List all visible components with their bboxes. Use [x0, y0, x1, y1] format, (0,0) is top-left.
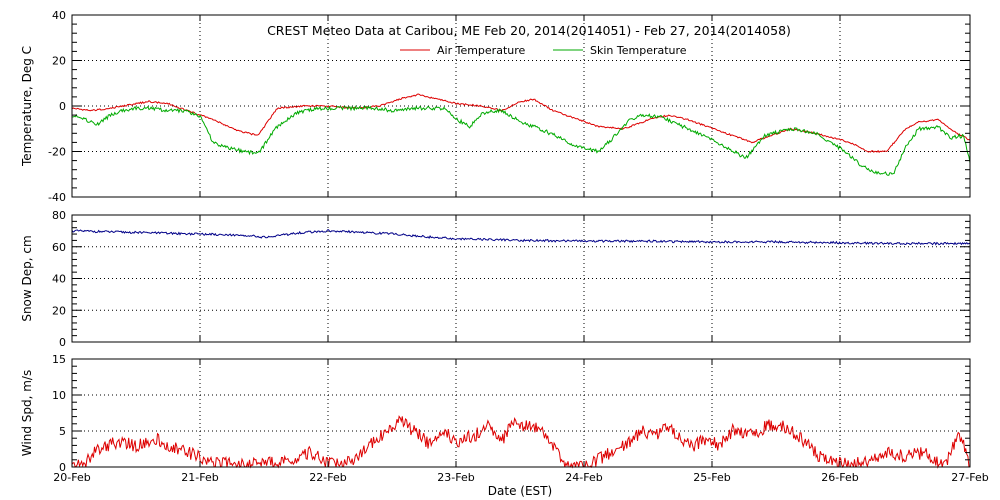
- snow-depth-ytick-label: 80: [52, 209, 66, 222]
- wind-speed-ytick-label: 10: [52, 389, 66, 402]
- wind-speed-ytick-label: 15: [52, 353, 66, 366]
- x-tick-label: 20-Feb: [53, 471, 90, 484]
- legend-skin-label: Skin Temperature: [590, 44, 687, 57]
- x-tick-label: 27-Feb: [951, 471, 988, 484]
- temperature-series-line-2: [71, 105, 971, 176]
- temperature-series-line-1: [71, 93, 971, 153]
- wind-speed-ytick-label: 5: [59, 425, 66, 438]
- snow-depth-series-line-1: [71, 229, 971, 246]
- legend: Air Temperature Skin Temperature: [400, 44, 687, 57]
- temperature-ytick-label: -20: [48, 146, 66, 159]
- x-tick-label: 23-Feb: [437, 471, 474, 484]
- x-tick-label: 21-Feb: [181, 471, 218, 484]
- x-tick-label: 22-Feb: [309, 471, 346, 484]
- x-tick-label: 24-Feb: [565, 471, 602, 484]
- x-tick-label: 26-Feb: [821, 471, 858, 484]
- temperature-panel: -40 -20 0 20 40 Temperature, Deg C: [20, 9, 971, 204]
- snow-depth-panel: 0 20 40 60 80 Snow Dep, cm: [20, 209, 971, 349]
- x-tick-label: 25-Feb: [693, 471, 730, 484]
- x-tick-labels: 20-Feb 21-Feb 22-Feb 23-Feb 24-Feb 25-Feb 26-F…: [53, 471, 988, 484]
- temperature-ytick-label: 40: [52, 9, 66, 22]
- chart-title: CREST Meteo Data at Caribou, ME Feb 20, …: [267, 23, 791, 38]
- snow-depth-ytick-label: 0: [59, 336, 66, 349]
- wind-speed-y-axis-label: Wind Spd, m/s: [20, 370, 34, 456]
- snow-depth-y-axis-label: Snow Dep, cm: [20, 235, 34, 321]
- temperature-ytick-label: 0: [59, 100, 66, 113]
- legend-air-label: Air Temperature: [437, 44, 526, 57]
- temperature-ytick-label: -40: [48, 191, 66, 204]
- temperature-y-axis-label: Temperature, Deg C: [20, 46, 34, 167]
- wind-speed-series-line-1: [71, 415, 971, 469]
- snow-depth-ytick-label: 20: [52, 304, 66, 317]
- wind-speed-panel: 0 5 10 15 Wind Spd, m/s: [20, 353, 971, 474]
- x-axis-label: Date (EST): [488, 484, 552, 498]
- wind-speed-ytick-label: 0: [59, 461, 66, 474]
- snow-depth-ytick-label: 60: [52, 241, 66, 254]
- snow-depth-ytick-label: 40: [52, 273, 66, 286]
- wind-speed-frame: [71, 358, 971, 468]
- temperature-ytick-label: 20: [52, 55, 66, 68]
